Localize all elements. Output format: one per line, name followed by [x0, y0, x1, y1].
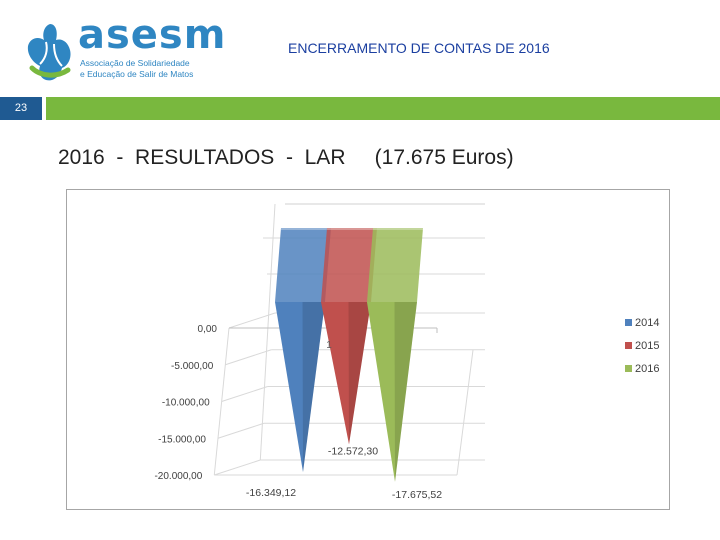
data-label-2015: -12.572,30 [328, 445, 378, 457]
header-accent-bar [46, 97, 720, 120]
bar-top-rim-2014 [281, 228, 331, 230]
y-tick-label: -10.000,00 [162, 398, 210, 409]
bar-2015 [321, 302, 371, 445]
logo-subtitle-line1: Associação de Solidariedade [80, 58, 190, 68]
header-title: ENCERRAMENTO DE CONTAS DE 2016 [288, 40, 550, 56]
data-label-2014: -16.349,12 [246, 487, 296, 499]
y-tick-label: -5.000,00 [171, 361, 214, 372]
bar-shade-2016 [394, 302, 417, 482]
gridline-side [214, 459, 261, 476]
y-tick-label: -15.000,00 [158, 434, 206, 445]
gridline-side [225, 349, 272, 366]
bar-back-face-2015 [321, 228, 377, 302]
legend-swatch-2016 [625, 365, 632, 372]
axis-left-edge [213, 327, 230, 476]
gridline-side [228, 312, 276, 329]
gridline-side [221, 386, 268, 402]
legend-label-2015: 2015 [635, 340, 659, 352]
legend-swatch-2015 [625, 342, 632, 349]
slide-number: 23 [0, 97, 42, 120]
results-chart: 0,00 -5.000,00 -10.000,00 -15.000,00 -20.000… [154, 203, 659, 501]
logo-wordmark: asesm [78, 12, 227, 58]
y-tick-label: 0,00 [198, 324, 218, 335]
logo-subtitle-line2: e Educação de Salir de Matos [80, 69, 194, 79]
legend-label-2014: 2014 [635, 317, 659, 329]
bar-top-rim-2016 [373, 228, 423, 230]
floor-right-edge [456, 349, 474, 476]
x-tick-label: 1 [326, 340, 332, 351]
chart-frame: 0,00 -5.000,00 -10.000,00 -15.000,00 -20.000… [66, 189, 670, 510]
bar-top-rim-2015 [327, 228, 377, 230]
legend-label-2016: 2016 [635, 363, 659, 375]
asesm-logo: asesm Associação de Solidariedade e Educ… [22, 12, 225, 84]
bar-2016 [367, 302, 417, 482]
bar-back-face-2014 [275, 228, 331, 302]
bar-2014 [275, 302, 325, 473]
bar-shade-2014 [302, 302, 325, 473]
slide-title: 2016 - RESULTADOS - LAR (17.675 Euros) [58, 146, 514, 169]
y-tick-label: -20.000,00 [154, 471, 202, 482]
bar-shade-2015 [348, 302, 371, 445]
data-label-2016: -17.675,52 [392, 489, 442, 501]
logo-hands-icon [27, 24, 71, 81]
gridline-side [217, 422, 265, 439]
legend-swatch-2014 [625, 319, 632, 326]
bar-back-face-2016 [367, 228, 423, 302]
axis-back-edge [259, 203, 276, 461]
